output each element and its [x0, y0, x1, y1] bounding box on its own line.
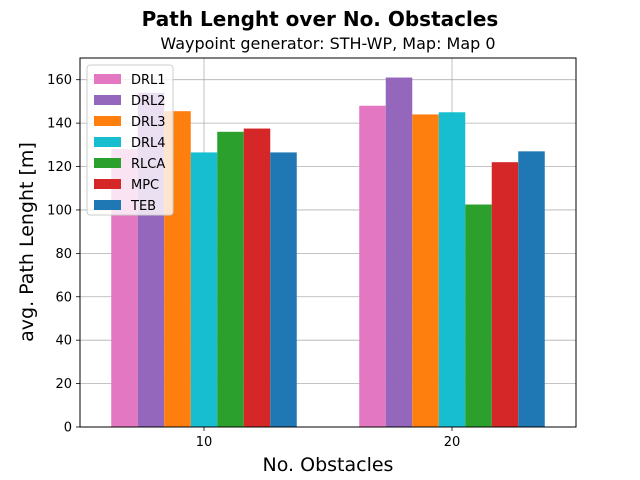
bar-mpc-10 — [243, 128, 271, 427]
legend-label-teb: TEB — [130, 199, 156, 214]
bar-drl4-20 — [438, 112, 466, 427]
legend-label-drl1: DRL1 — [131, 73, 166, 88]
legend-label-rlca: RLCA — [131, 157, 165, 172]
bar-rlca-10 — [217, 131, 244, 428]
chart-title: Path Lenght over No. Obstacles — [142, 7, 499, 31]
bar-drl1-20 — [359, 105, 386, 428]
legend-label-drl3: DRL3 — [131, 115, 166, 130]
y-tick-label: 60 — [55, 290, 72, 305]
x-axis-label: No. Obstacles — [263, 454, 394, 476]
legend-swatch-drl1 — [94, 74, 121, 84]
bar-rlca-20 — [465, 204, 492, 427]
x-axis-ticks: 10 20 — [196, 427, 461, 450]
y-tick-label: 0 — [64, 421, 72, 436]
y-axis-label: avg. Path Lenght [m] — [16, 142, 38, 342]
legend: DRL1 DRL2 DRL3 DRL4 RLCA MPC TEB — [86, 64, 174, 216]
legend-swatch-mpc — [94, 179, 121, 189]
x-tick-label: 10 — [196, 435, 213, 450]
bar-teb-10 — [270, 152, 297, 427]
legend-label-mpc: MPC — [131, 178, 159, 193]
y-tick-label: 140 — [47, 117, 72, 132]
y-tick-label: 80 — [55, 247, 72, 262]
bar-drl4-10 — [190, 152, 218, 427]
y-tick-label: 20 — [55, 377, 72, 392]
plot-frame — [79, 57, 577, 428]
legend-swatch-teb — [94, 200, 121, 210]
chart-subtitle: Waypoint generator: STH-WP, Map: Map 0 — [160, 34, 495, 53]
y-tick-label: 40 — [55, 334, 72, 349]
y-tick-label: 100 — [47, 203, 72, 218]
bars — [111, 77, 545, 428]
bar-drl2-20 — [385, 77, 413, 428]
legend-swatch-drl3 — [94, 116, 121, 126]
bar-mpc-20 — [491, 162, 519, 427]
legend-swatch-drl2 — [94, 95, 121, 105]
bar-teb-20 — [518, 151, 545, 427]
x-tick-label: 20 — [444, 435, 461, 450]
legend-swatch-rlca — [94, 158, 121, 168]
legend-label-drl4: DRL4 — [131, 136, 166, 151]
legend-label-drl2: DRL2 — [131, 94, 166, 109]
bar-drl3-20 — [412, 114, 439, 427]
legend-swatch-drl4 — [94, 137, 121, 147]
y-tick-label: 160 — [47, 73, 72, 88]
y-axis-ticks: 0 20 40 60 80 100 120 140 160 — [47, 73, 80, 436]
y-tick-label: 120 — [47, 160, 72, 175]
